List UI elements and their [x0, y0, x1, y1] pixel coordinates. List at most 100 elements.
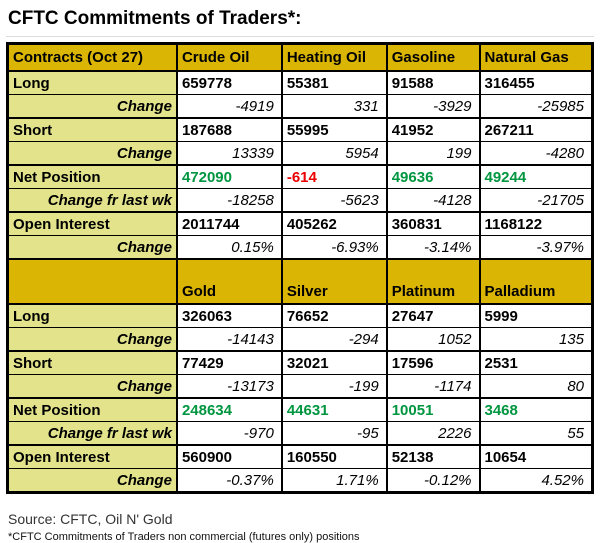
cell-value: -199: [280, 374, 387, 399]
table-row: Net Position 248634 44631 10051 3468: [7, 398, 593, 422]
cell-value: -614: [280, 165, 387, 189]
cell-value: 41952: [385, 118, 480, 142]
cell-value: 360831: [385, 212, 480, 236]
table-row: Open Interest 2011744 405262 360831 1168122: [7, 212, 593, 236]
cell-value: -3929: [385, 94, 480, 119]
cell-value: 55995: [280, 118, 387, 142]
source-text: Source: CFTC, Oil N' Gold: [8, 511, 173, 527]
row-label: Change: [7, 141, 177, 166]
cell-value: 472090: [175, 165, 282, 189]
row-label: Change: [7, 327, 177, 352]
cell-value: -4280: [478, 141, 593, 166]
cell-value: 76652: [280, 304, 387, 328]
divider-line: [6, 36, 594, 37]
cell-value: 2011744: [175, 212, 282, 236]
cell-value: -3.14%: [385, 235, 480, 260]
cell-value: -13173: [175, 374, 282, 399]
section-header-label: Contracts (Oct 27): [7, 43, 177, 72]
cell-value: 5999: [478, 304, 593, 328]
table-row: Long 659778 55381 91588 316455: [7, 71, 593, 95]
footnote-text: *CFTC Commitments of Traders non commerc…: [8, 531, 360, 543]
cell-value: 2226: [385, 421, 480, 446]
row-label: Short: [7, 351, 177, 375]
cell-value: -4128: [385, 188, 480, 213]
row-label: Net Position: [7, 398, 177, 422]
cell-value: -3.97%: [478, 235, 593, 260]
row-label: Net Position: [7, 165, 177, 189]
cell-value: 331: [280, 94, 387, 119]
column-header: Crude Oil: [175, 43, 282, 72]
cell-value: 560900: [175, 445, 282, 469]
row-label: Open Interest: [7, 212, 177, 236]
cell-value: 80: [478, 374, 593, 399]
cell-value: 27647: [385, 304, 480, 328]
cell-value: 199: [385, 141, 480, 166]
cell-value: 10654: [478, 445, 593, 469]
cell-value: 55: [478, 421, 593, 446]
row-label: Change: [7, 235, 177, 260]
table-row: Short 77429 32021 17596 2531: [7, 351, 593, 375]
table-row: Change fr last wk -18258 -5623 -4128 -21705: [7, 188, 593, 213]
cell-value: 10051: [385, 398, 480, 422]
row-label: Change fr last wk: [7, 188, 177, 213]
cell-value: -25985: [478, 94, 593, 119]
cell-value: 1168122: [478, 212, 593, 236]
cell-value: 267211: [478, 118, 593, 142]
section-header-row: Contracts (Oct 27) Crude Oil Heating Oil Ga…: [7, 43, 593, 72]
row-label: Change: [7, 94, 177, 119]
cell-value: 49636: [385, 165, 480, 189]
row-label: Long: [7, 304, 177, 328]
cell-value: -4919: [175, 94, 282, 119]
cell-value: -0.37%: [175, 468, 282, 494]
cell-value: 316455: [478, 71, 593, 95]
row-label: Open Interest: [7, 445, 177, 469]
cell-value: -21705: [478, 188, 593, 213]
row-label: Change: [7, 374, 177, 399]
cell-value: 5954: [280, 141, 387, 166]
cell-value: 405262: [280, 212, 387, 236]
table-row: Change -4919 331 -3929 -25985: [7, 94, 593, 119]
table-row: Change -0.37% 1.71% -0.12% 4.52%: [7, 468, 593, 494]
table-row: Change 0.15% -6.93% -3.14% -3.97%: [7, 235, 593, 260]
cell-value: 13339: [175, 141, 282, 166]
cell-value: 49244: [478, 165, 593, 189]
page-title: CFTC Commitments of Traders*:: [8, 8, 302, 29]
cell-value: 248634: [175, 398, 282, 422]
cell-value: 1052: [385, 327, 480, 352]
cell-value: 91588: [385, 71, 480, 95]
cell-value: -970: [175, 421, 282, 446]
cell-value: 17596: [385, 351, 480, 375]
row-label: Long: [7, 71, 177, 95]
table-row: Short 187688 55995 41952 267211: [7, 118, 593, 142]
table-row: Change fr last wk -970 -95 2226 55: [7, 421, 593, 446]
table-row: Long 326063 76652 27647 5999: [7, 304, 593, 328]
cell-value: 77429: [175, 351, 282, 375]
cell-value: -6.93%: [280, 235, 387, 260]
section-header-row: Gold Silver Platinum Palladium: [7, 258, 593, 305]
row-label: Change: [7, 468, 177, 494]
column-header: Gasoline: [385, 43, 480, 72]
section-header-label: [7, 258, 177, 305]
cell-value: 44631: [280, 398, 387, 422]
row-label: Change fr last wk: [7, 421, 177, 446]
column-header: Silver: [280, 258, 387, 305]
cell-value: 32021: [280, 351, 387, 375]
cell-value: 659778: [175, 71, 282, 95]
cell-value: -0.12%: [385, 468, 480, 494]
table-row: Change -14143 -294 1052 135: [7, 327, 593, 352]
column-header: Gold: [175, 258, 282, 305]
cell-value: 326063: [175, 304, 282, 328]
cell-value: -14143: [175, 327, 282, 352]
column-header: Natural Gas: [478, 43, 593, 72]
column-header: Heating Oil: [280, 43, 387, 72]
cot-table-body: Contracts (Oct 27) Crude Oil Heating Oil Ga…: [7, 43, 593, 494]
column-header: Palladium: [478, 258, 593, 305]
cell-value: 187688: [175, 118, 282, 142]
cell-value: 55381: [280, 71, 387, 95]
cell-value: -95: [280, 421, 387, 446]
table-row: Change 13339 5954 199 -4280: [7, 141, 593, 166]
cot-table: Contracts (Oct 27) Crude Oil Heating Oil Ga…: [6, 42, 594, 494]
table-row: Change -13173 -199 -1174 80: [7, 374, 593, 399]
row-label: Short: [7, 118, 177, 142]
table-row: Net Position 472090 -614 49636 49244: [7, 165, 593, 189]
